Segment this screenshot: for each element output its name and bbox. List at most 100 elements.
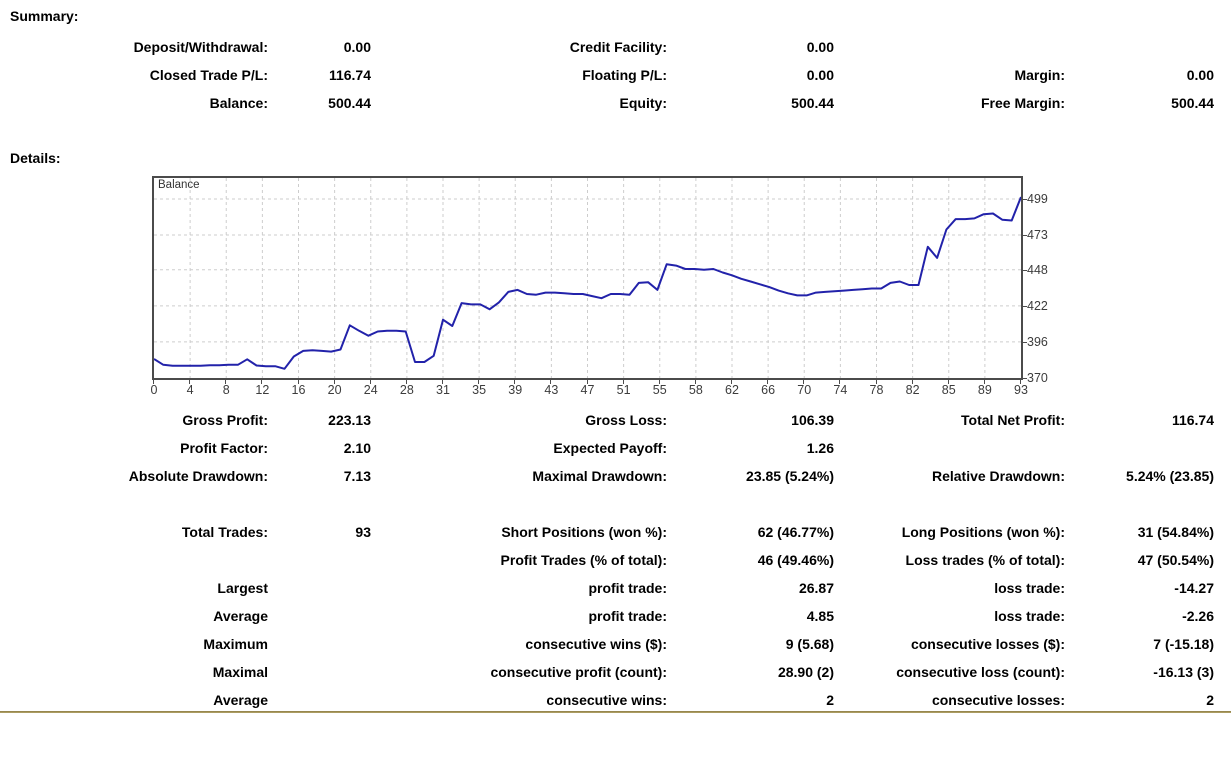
stat-value: 26.87 — [798, 580, 834, 596]
stat-label: Total Trades: — [181, 524, 268, 540]
stat-value — [268, 546, 371, 574]
stat-label: Maximal Drawdown: — [532, 468, 667, 484]
y-axis-tick-label: 499 — [1027, 191, 1048, 206]
x-axis-tick-label: 24 — [363, 383, 378, 397]
stat-label: Closed Trade P/L: — [149, 67, 268, 83]
stat-label: Profit Trades (% of total): — [500, 552, 667, 568]
stat-label: Average — [213, 692, 268, 708]
stat-label: Maximum — [203, 636, 268, 652]
stat-value — [268, 574, 371, 602]
stat-label: Equity: — [619, 95, 667, 111]
stat-label: Expected Payoff: — [553, 440, 667, 456]
x-axis-tick-label: 74 — [833, 383, 848, 397]
x-axis-tick — [225, 380, 226, 384]
stat-label — [834, 434, 1065, 462]
x-axis-tick-label: 85 — [941, 383, 956, 397]
x-axis-tick — [1020, 380, 1021, 384]
stat-value: 46 (49.46%) — [757, 552, 834, 568]
stat-value: 47 (50.54%) — [1137, 552, 1214, 568]
stat-value: 2 — [1206, 692, 1214, 708]
y-axis-tick-label: 448 — [1027, 262, 1048, 277]
stat-label: consecutive losses: — [931, 692, 1065, 708]
stat-label: Total Net Profit: — [961, 412, 1065, 428]
stat-label: consecutive losses ($): — [910, 636, 1065, 652]
stat-value: 23.85 (5.24%) — [746, 468, 834, 484]
stat-label: Free Margin: — [980, 95, 1065, 111]
x-axis-tick — [189, 380, 190, 384]
x-axis-tick — [442, 380, 443, 384]
stat-label: Balance: — [209, 95, 268, 111]
stat-value: 500.44 — [328, 95, 371, 111]
x-axis-tick — [153, 380, 154, 384]
x-axis-tick-label: 31 — [436, 383, 450, 397]
y-axis-tick-label: 396 — [1027, 334, 1048, 349]
stat-value: 7 (-15.18) — [1153, 636, 1214, 652]
x-axis-tick-label: 8 — [222, 383, 230, 397]
balance-line — [154, 196, 1021, 370]
x-axis-tick-label: 4 — [186, 383, 194, 397]
x-axis-tick — [478, 380, 479, 384]
x-axis-tick — [912, 380, 913, 384]
x-axis-tick — [298, 380, 299, 384]
balance-chart: Balance — [152, 176, 1023, 380]
x-axis-tick — [767, 380, 768, 384]
stat-label: consecutive profit (count): — [490, 664, 667, 680]
x-axis-tick-label: 70 — [797, 383, 812, 397]
x-axis-tick-label: 47 — [580, 383, 595, 397]
x-axis-tick — [334, 380, 335, 384]
stat-value: 2.10 — [343, 440, 371, 456]
x-axis-tick — [659, 380, 660, 384]
table-bottom-border — [0, 711, 1231, 713]
stat-label: Largest — [217, 580, 268, 596]
stat-label: Floating P/L: — [582, 67, 667, 83]
stat-value: 93 — [355, 524, 371, 540]
details-heading: Details: — [10, 150, 61, 166]
x-axis-tick — [550, 380, 551, 384]
x-axis-tick-label: 12 — [255, 383, 270, 397]
stat-label: profit trade: — [588, 608, 667, 624]
stat-value: 28.90 (2) — [777, 664, 834, 680]
stat-value: 116.74 — [1171, 412, 1214, 428]
balance-curve-plot — [154, 178, 1021, 378]
x-axis-tick — [839, 380, 840, 384]
stat-value: 0.00 — [806, 39, 834, 55]
x-axis-tick — [587, 380, 588, 384]
stat-value — [268, 630, 371, 658]
x-axis-tick — [876, 380, 877, 384]
stat-value: 9 (5.68) — [785, 636, 834, 652]
stat-label: consecutive wins ($): — [525, 636, 667, 652]
stat-label: Deposit/Withdrawal: — [133, 39, 268, 55]
stat-label: Relative Drawdown: — [931, 468, 1065, 484]
y-axis-tick — [1023, 235, 1027, 236]
x-axis-tick-label: 89 — [977, 383, 992, 397]
stat-value: 500.44 — [791, 95, 834, 111]
details-results-table: Gross Profit: 223.13 Gross Loss: 106.39 Tota… — [0, 406, 1214, 490]
x-axis-tick — [261, 380, 262, 384]
x-axis-tick — [370, 380, 371, 384]
x-axis-tick-label: 93 — [1014, 383, 1028, 397]
stat-label: Credit Facility: — [569, 39, 667, 55]
stat-value: 0.00 — [1186, 67, 1214, 83]
y-axis-tick — [1023, 270, 1027, 271]
y-axis-tick — [1023, 199, 1027, 200]
stat-value: 500.44 — [1171, 95, 1214, 111]
stat-value: 7.13 — [343, 468, 371, 484]
x-axis-tick — [803, 380, 804, 384]
stat-value: 2 — [826, 692, 834, 708]
stat-label: profit trade: — [588, 580, 667, 596]
stat-label: consecutive loss (count): — [896, 664, 1065, 680]
y-axis-tick — [1023, 378, 1027, 379]
stat-label: Absolute Drawdown: — [128, 468, 268, 484]
x-axis-tick — [514, 380, 515, 384]
stat-value: 62 (46.77%) — [757, 524, 834, 540]
x-axis-tick-label: 82 — [905, 383, 920, 397]
x-axis-tick — [623, 380, 624, 384]
stat-value: 4.85 — [806, 608, 834, 624]
details-trades-table: Total Trades: 93 Short Positions (won %): 6… — [0, 518, 1214, 714]
stat-value — [1065, 33, 1214, 61]
x-axis-tick — [406, 380, 407, 384]
stat-label — [0, 546, 268, 574]
x-axis-tick — [695, 380, 696, 384]
stat-label: Maximal — [212, 664, 268, 680]
